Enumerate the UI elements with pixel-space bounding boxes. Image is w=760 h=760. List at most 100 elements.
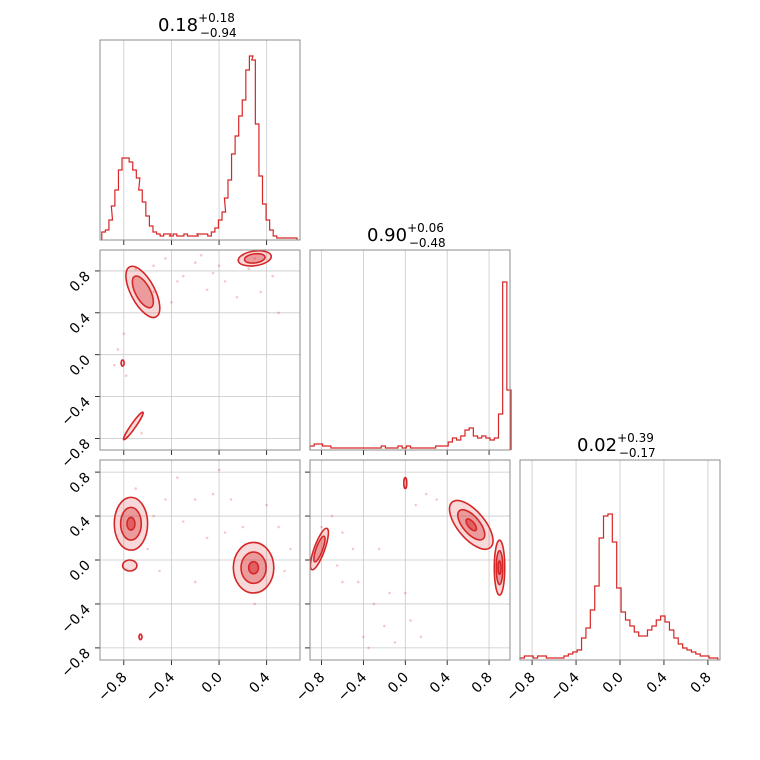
s10-point-12 [124,374,128,377]
s21-blob-1-level-2 [497,560,502,576]
hist-p0-bin-30 [204,234,208,240]
s10-point-14 [140,431,143,435]
hist-p2-bin-24 [625,620,629,660]
s21-xlabel-3: 0.4 [427,669,454,696]
s10-point-24 [277,311,280,315]
hist-p1-bin-37 [465,430,469,450]
hist-p0-bin-33 [215,228,219,240]
s20-point-6 [158,569,161,573]
hist-p2-bin-34 [669,630,673,660]
hist-p0-bin-20 [170,236,174,240]
s21-blob-2-level-1 [313,535,326,563]
hist-p2-bin-17 [595,586,599,660]
s10-point-22 [253,257,257,260]
hist-p1-bin-38 [469,428,473,450]
hist-p0-bin-50 [273,236,277,240]
s10-point-0 [134,267,138,271]
hist-p1-bin-40 [478,438,482,450]
s10-ylabel-2: 0.0 [67,352,94,379]
hist-p0-bin-44 [252,60,256,240]
hist-p0-bin-37 [228,180,232,240]
s20-point-5 [146,547,149,551]
h2-xlabel-0: −0.8 [504,670,539,705]
s10-blob-3-level-0 [120,359,125,368]
s10-point-8 [247,267,251,271]
hist-p0-bin-29 [201,234,205,240]
s20-point-13 [134,487,138,490]
hist-p0-bin-3 [111,206,115,240]
hist-p0-bin-16 [157,234,161,240]
s10-point-21 [176,280,179,283]
s21-blob-2-level-0 [310,527,330,571]
s20-point-10 [193,580,197,584]
s10-point-2 [164,257,167,260]
hist-p1-bin-35 [457,440,461,450]
panel-hist-p2-border [519,459,721,661]
s21-point-2 [351,547,355,551]
hist-p1-bin-39 [473,436,477,450]
hist-p1-bin-2 [318,444,322,450]
s20-point-7 [277,525,280,529]
s10-point-10 [122,332,126,336]
hist-p2-bin-5 [542,656,546,660]
panel-p2-vs-p0: −0.8 −0.4 0.0 0.40.80.40.0−0.4−0.8 [58,459,301,705]
s20-ylabel-4: −0.8 [58,645,93,680]
hist-p0-bin-47 [263,204,267,240]
hist-p0-bin-15 [153,232,157,240]
hist-p0-bin-48 [266,220,270,240]
hist-p1-bin-43 [490,440,494,450]
s10-point-5 [205,288,209,292]
s20-point-3 [217,468,221,472]
hist-p2-bin-11 [568,654,572,660]
hist-p1-bin-0 [310,446,314,450]
hist-p1-bin-42 [486,438,490,450]
panel-hist-p1-bg [310,250,510,450]
hist-p0-bin-40 [239,116,243,240]
hist-p1-bin-30 [436,446,440,450]
hist-p0-bin-18 [164,234,168,240]
s10-point-4 [193,261,197,264]
hist-p1-bin-36 [461,436,465,450]
title-p1: 0.90+0.06 −0.48 [367,221,446,250]
h2-xlabel-1: −0.4 [548,669,583,704]
s10-point-18 [199,253,203,257]
hist-p0-bin-5 [118,170,122,240]
s10-blob-1-level-1 [243,252,266,264]
hist-p0-bin-7 [126,158,130,240]
hist-p0-bin-23 [180,236,184,240]
hist-p1-bin-32 [444,446,448,450]
s10-point-16 [271,274,274,278]
s10-blobs [120,250,273,441]
s20-blobs [113,496,275,641]
s10-blob-0-level-0 [125,265,161,319]
hist-p2-bin-41 [700,656,704,660]
s21-point-14 [388,591,391,595]
s21-xlabel-0: −0.8 [293,670,328,705]
s21-point-11 [414,503,418,507]
s20-point-1 [182,520,185,523]
panel-p1-vs-p0: 0.8 0.4 0.0 −0.4 −0.8 [58,249,301,471]
hist-p2-bin-18 [599,538,603,660]
hist-p0-bin-45 [255,124,259,240]
hist-p2-bin-12 [573,652,577,660]
hist-p2-bin-25 [630,626,634,660]
hist-p0-steps [101,55,298,240]
s20-xlabel-2: 0.0 [199,670,226,697]
s10-point-20 [217,264,221,268]
hist-p1-steps [309,281,512,450]
hist-p0-bin-42 [246,70,250,240]
hist-p2-bin-20 [608,514,612,660]
s20-ylabel-0: 0.8 [67,470,94,497]
s20-blob-3-level-0 [138,633,143,641]
hist-p1-bin-3 [323,446,327,450]
hist-p0-bin-13 [146,216,150,240]
hist-p0-bin-28 [197,234,201,240]
hist-p2-bin-39 [691,652,695,660]
panel-hist-p0-border [99,39,301,241]
s20-point-8 [283,569,286,573]
hist-p0-bin-46 [259,176,263,240]
hist-p0-bin-8 [129,162,133,240]
s20-point-18 [289,547,292,551]
hist-p0-bin-21 [173,234,177,240]
s20-point-12 [265,503,268,507]
